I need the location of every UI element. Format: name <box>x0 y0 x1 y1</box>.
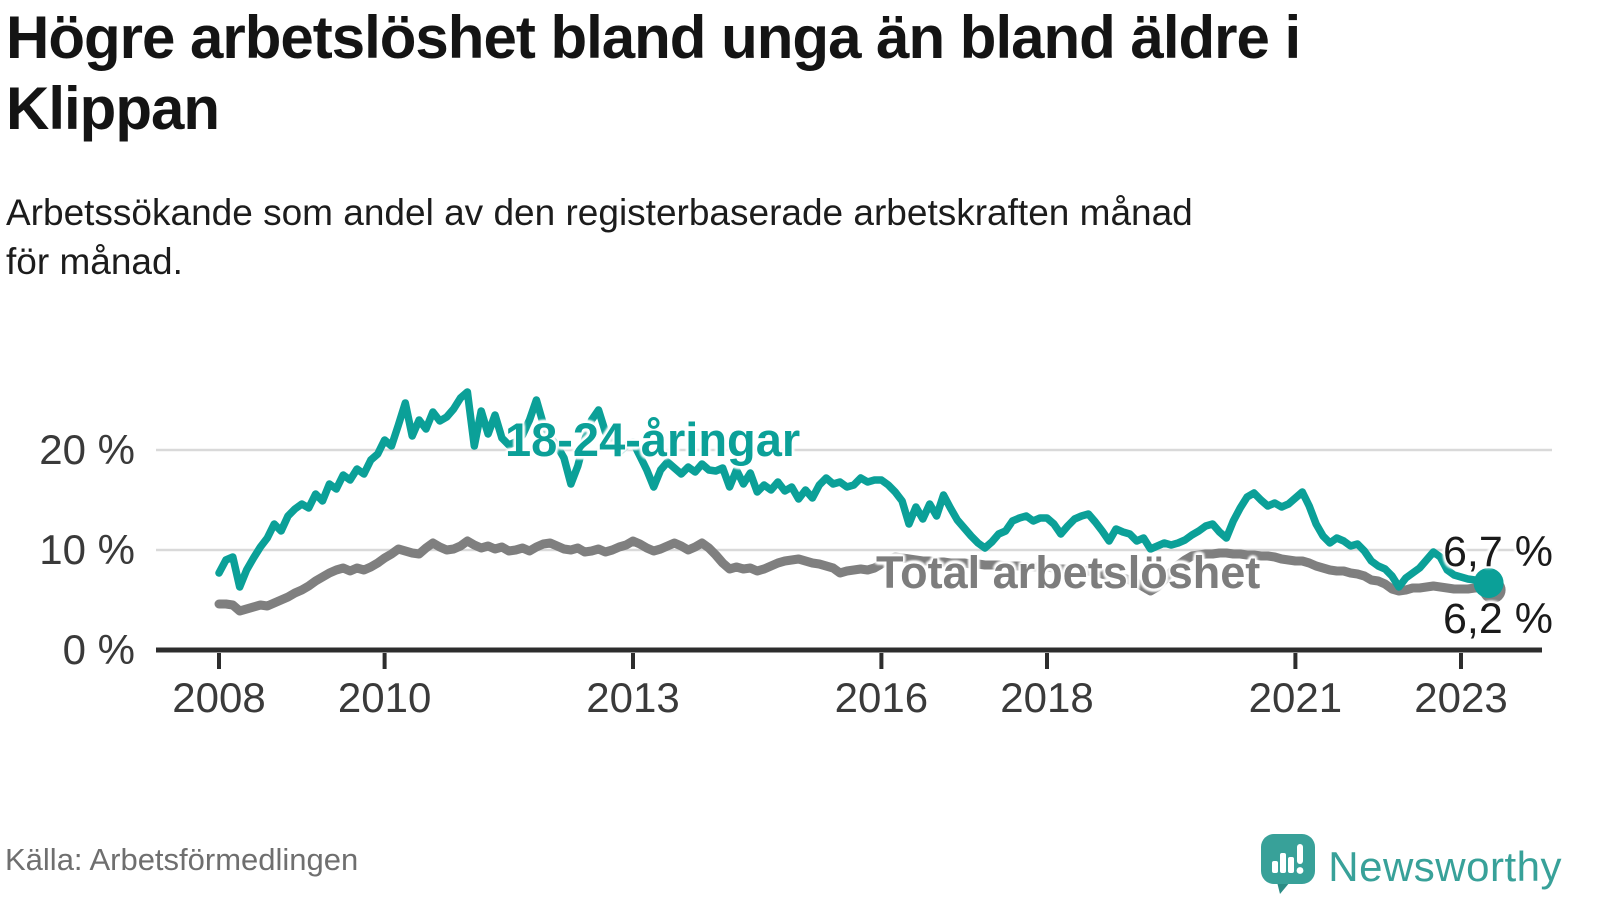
y-tick-10: 10 % <box>39 526 135 573</box>
title-line-2: Klippan <box>6 75 220 142</box>
series-label-youth: 18-24-åringar <box>505 413 801 466</box>
series-label-total: Total arbetslöshet <box>876 547 1261 598</box>
x-tick-2010: 2010 <box>337 674 432 721</box>
x-tick-2008: 2008 <box>172 674 266 721</box>
series-end-dots <box>1473 568 1506 603</box>
x-tick-2016: 2016 <box>834 674 929 721</box>
y-tick-20: 20 % <box>39 426 135 473</box>
newsworthy-brand: Newsworthy <box>1260 832 1562 901</box>
x-tick-2013: 2013 <box>586 674 680 721</box>
title-line-1: Högre arbetslöshet bland unga än bland ä… <box>6 4 1301 71</box>
x-tick-2021: 2021 <box>1248 674 1343 721</box>
end-value-total: 6,2 % <box>1443 595 1553 643</box>
series-lines <box>214 388 1494 616</box>
subtitle-line-1: Arbetssökande som andel av den registerb… <box>6 192 1193 233</box>
page-title: Högre arbetslöshet bland unga än bland ä… <box>6 2 1586 144</box>
newsworthy-wordmark: Newsworthy <box>1328 842 1562 890</box>
x-axis <box>156 647 1542 669</box>
y-tick-0: 0 % <box>62 626 135 673</box>
end-value-youth: 6,7 % <box>1443 528 1553 576</box>
gridlines <box>156 448 1552 552</box>
source-note: Källa: Arbetsförmedlingen <box>5 842 359 877</box>
x-tick-2018: 2018 <box>1000 674 1094 721</box>
subtitle-line-2: för månad. <box>6 241 183 282</box>
newsworthy-logo-icon <box>1260 832 1316 901</box>
x-tick-2023: 2023 <box>1414 674 1508 721</box>
chart-subtitle: Arbetssökande som andel av den registerb… <box>6 188 1586 286</box>
